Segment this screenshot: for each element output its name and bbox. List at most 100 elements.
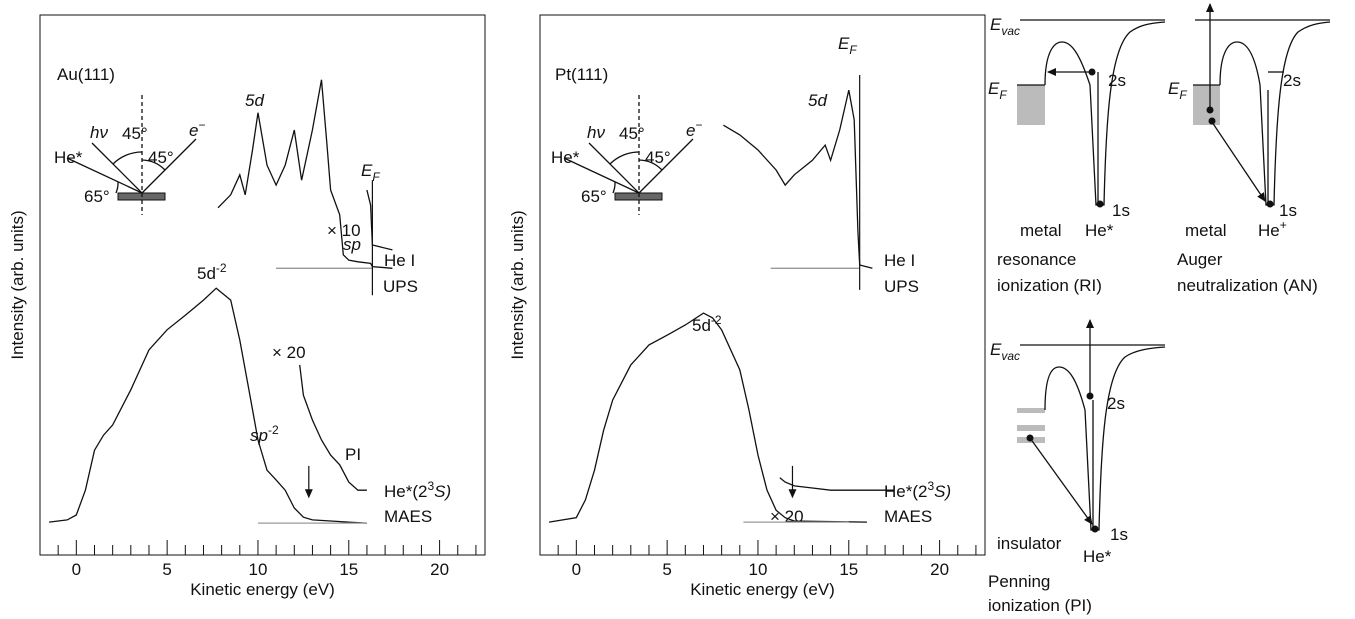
diagram-pi: Evac 2s 1s insulator He* Penning ionizat… — [988, 319, 1166, 615]
y-axis-label: Intensity (arb. units) — [508, 210, 527, 359]
label: + — [1280, 218, 1287, 232]
label: e — [686, 121, 695, 140]
x-tick-label: 15 — [839, 560, 858, 579]
angle-arc — [112, 151, 143, 165]
label: 45° — [645, 148, 671, 167]
chart-annotations: Au(111) 5d EF × 10 sp He I UPS 5d-2 × 20… — [57, 65, 451, 526]
label: × 10 — [327, 221, 361, 240]
label: e — [189, 121, 198, 140]
data-line — [723, 89, 873, 269]
label: ionization (RI) — [997, 276, 1102, 295]
label: UPS — [383, 277, 418, 296]
label: 2s — [1283, 71, 1301, 90]
geometry-inset: hν 45° e− He* 45° 65° — [551, 95, 702, 215]
electron — [1096, 200, 1104, 208]
x-tick-label: 0 — [572, 560, 581, 579]
label: F — [849, 43, 857, 57]
potential — [1044, 21, 1166, 206]
x-tick-label: 10 — [248, 560, 267, 579]
label: Auger — [1177, 250, 1223, 269]
metal-band — [1017, 85, 1045, 125]
label: 3 — [927, 479, 934, 493]
electron-line — [141, 138, 197, 194]
label: MAES — [884, 507, 932, 526]
label: 5d — [197, 264, 216, 283]
label: 5d — [808, 91, 827, 110]
panel-label: Pt(111) — [555, 65, 608, 84]
label: E — [990, 340, 1002, 359]
label: neutralization (AN) — [1177, 276, 1318, 295]
arrow — [1029, 437, 1093, 525]
photon-line — [588, 142, 640, 194]
label: − — [695, 118, 702, 132]
label: He I — [884, 251, 915, 270]
label: E — [838, 34, 850, 53]
label: Evac — [990, 15, 1020, 38]
label: He+ — [1258, 218, 1287, 240]
label: ionization (PI) — [988, 596, 1092, 615]
label: hν — [587, 123, 605, 142]
label: sp-2 — [250, 423, 279, 445]
label: MAES — [384, 507, 432, 526]
label: E — [361, 161, 373, 180]
label: vac — [1001, 349, 1020, 363]
y-axis-label: Intensity (arb. units) — [8, 210, 27, 359]
label: e− — [686, 118, 702, 140]
label: 2s — [1107, 394, 1125, 413]
label: S) — [434, 482, 451, 501]
label: -2 — [711, 313, 722, 327]
label: He*(23S) — [884, 479, 951, 501]
x-tick-label: 20 — [430, 560, 449, 579]
label: He — [1258, 221, 1280, 240]
label: 1s — [1279, 201, 1297, 220]
x-tick-label: 5 — [662, 560, 671, 579]
label: F — [999, 88, 1007, 102]
label: × 20 — [770, 507, 804, 526]
label: 2s — [1108, 71, 1126, 90]
arrow — [1211, 121, 1266, 202]
label: E — [1168, 79, 1180, 98]
x-tick-label: 20 — [930, 560, 949, 579]
label: Penning — [988, 572, 1050, 591]
label: 5d-2 — [197, 261, 227, 283]
diagram-ri: Evac EF 2s 1s metal He* resonance ioniza… — [988, 15, 1166, 295]
electron — [1266, 200, 1274, 208]
x-tick-label: 15 — [339, 560, 358, 579]
panel-label: Au(111) — [57, 65, 115, 84]
label: EF — [988, 79, 1007, 102]
label: -2 — [268, 423, 279, 437]
label: hν — [90, 123, 108, 142]
label: 65° — [84, 187, 110, 206]
label: sp — [250, 426, 268, 445]
angle-arc — [141, 159, 166, 171]
data-line — [217, 79, 393, 269]
label: UPS — [884, 277, 919, 296]
label: − — [198, 118, 205, 132]
label: insulator — [997, 534, 1062, 553]
label: He I — [384, 251, 415, 270]
label: F — [1179, 88, 1187, 102]
plot-frame — [39, 14, 486, 556]
label: EF — [1168, 79, 1187, 102]
data-line — [299, 364, 367, 491]
metal-band — [1193, 85, 1220, 125]
label: 5d — [692, 316, 711, 335]
potential — [1219, 21, 1331, 206]
label: S) — [934, 482, 951, 501]
label: metal — [1185, 221, 1227, 240]
x-tick-label: 10 — [748, 560, 767, 579]
electron-line — [638, 138, 694, 194]
label: e− — [189, 118, 205, 140]
data-line — [779, 477, 895, 491]
label: 1s — [1112, 201, 1130, 220]
data-line — [49, 287, 367, 524]
label: F — [372, 170, 380, 184]
electron — [1086, 392, 1094, 400]
label: 3 — [427, 479, 434, 493]
label: He*(23S) — [384, 479, 451, 501]
label: -2 — [216, 261, 227, 275]
x-tick-label: 0 — [72, 560, 81, 579]
atom-line — [563, 157, 640, 194]
